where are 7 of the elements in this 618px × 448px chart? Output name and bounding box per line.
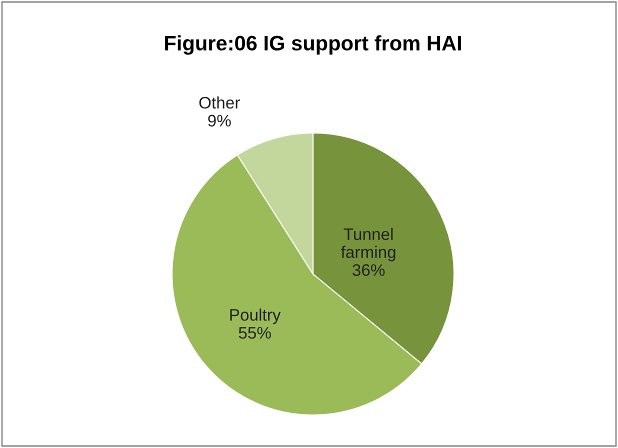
chart-title: Figure:06 IG support from HAI: [165, 35, 461, 55]
data-label: 55%: [238, 327, 271, 339]
slice-label: Poultry: [230, 308, 281, 324]
slice-label: Other: [199, 96, 240, 109]
data-label: 36%: [352, 264, 385, 276]
data-label: 9%: [208, 114, 231, 127]
slice-label: Tunnel farming: [341, 228, 396, 262]
